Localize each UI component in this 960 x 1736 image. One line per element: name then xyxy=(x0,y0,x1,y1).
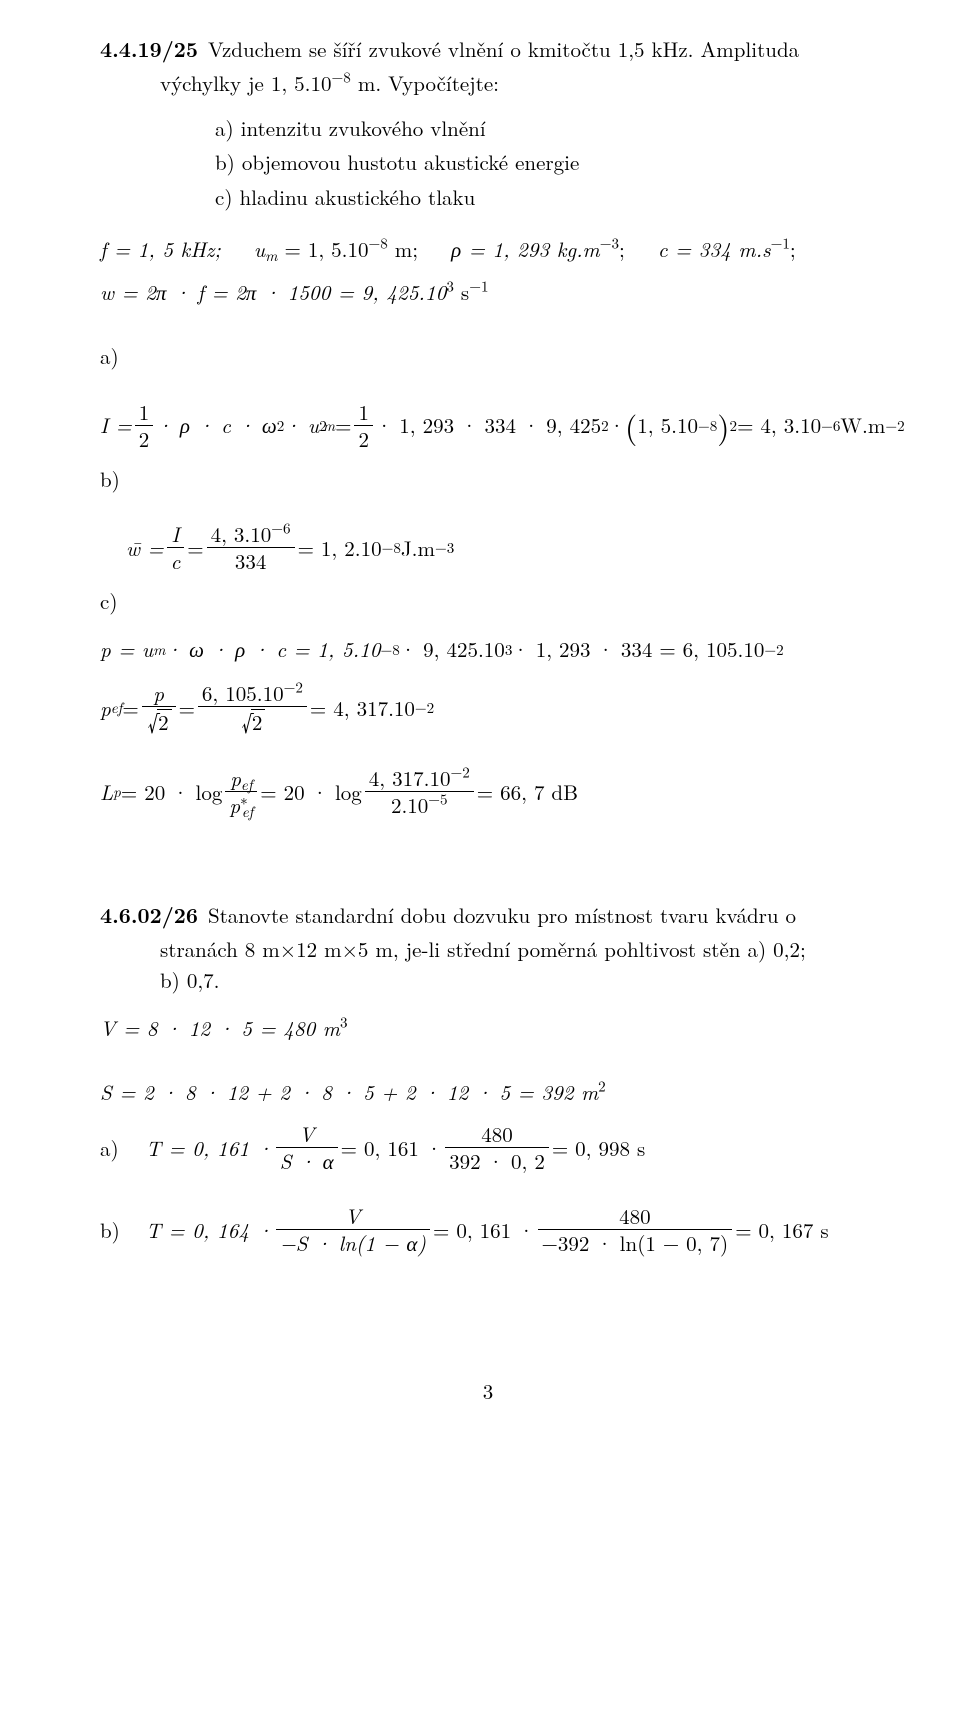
problem-1-heading: 4.4.19/25 Vzduchem se šíří zvukové vlněn… xyxy=(100,34,876,64)
surface-line: S = 2 · 8 · 12 + 2 · 8 · 5 + 2 · 12 · 5 … xyxy=(100,1077,876,1107)
fraction-pef-pefstar: pef p∗ef xyxy=(225,766,257,817)
Tb-label: b) xyxy=(100,1215,128,1245)
volume-line: V = 8 · 12 · 5 = 480 m3 xyxy=(100,1013,876,1043)
problem-1-item-c: c) hladinu akustického tlaku xyxy=(215,182,876,212)
fraction-half: 12 xyxy=(135,400,154,451)
fraction-V-Sln: V −S · ln(1 − α) xyxy=(276,1204,430,1255)
p-equation: p = um · ω · ρ · c = 1, 5.10−8 · 9, 425.… xyxy=(100,634,876,664)
Tb-equation: b) T = 0, 164 · V −S · ln(1 − α) = 0, 16… xyxy=(100,1204,876,1256)
fraction-I-c: Ic xyxy=(167,522,185,573)
fraction-480-392ln: 480 −392 · ln(1 − 0, 7) xyxy=(538,1204,733,1255)
part-b-label: b) xyxy=(100,464,876,494)
problem-2-heading: 4.6.02/26 Stanovte standardní dobu dozvu… xyxy=(100,900,876,930)
given-line: f = 1, 5 kHz; um = 1, 5.10−8 m; ρ = 1, 2… xyxy=(100,234,876,264)
pef-equation: pef = p 2 = 6, 105.10−2 2 = 4, 317.10−2 xyxy=(100,681,876,736)
Ta-label: a) xyxy=(100,1133,128,1163)
problem-1-text-line1: Vzduchem se šíří zvukové vlnění o kmitoč… xyxy=(208,34,876,64)
fraction-6105-sqrt2: 6, 105.10−2 2 xyxy=(198,681,307,736)
problem-2-text-line3: b) 0,7. xyxy=(100,965,876,995)
fraction-val-334: 4, 3.10−6 334 xyxy=(207,522,295,573)
part-a-label: a) xyxy=(100,341,876,371)
fraction-half-2: 12 xyxy=(354,400,373,451)
problem-2-text-line1: Stanovte standardní dobu dozvuku pro mís… xyxy=(208,900,876,930)
problem-1-items: a) intenzitu zvukového vlnění b) objemov… xyxy=(100,113,876,212)
Ta-equation: a) T = 0, 161 · V S · α = 0, 161 · 480 3… xyxy=(100,1122,876,1174)
problem-2-text-line2: stranách 8 m×12 m×5 m, je-li střední pom… xyxy=(100,934,876,964)
problem-2-number: 4.6.02/26 xyxy=(100,900,198,930)
problem-1-item-a: a) intenzitu zvukového vlnění xyxy=(215,113,876,143)
Lp-equation: Lp = 20 · log pef p∗ef = 20 · log 4, 317… xyxy=(100,766,876,818)
omega-line: w = 2π · f = 2π · 1500 = 9, 425.103 s−1 xyxy=(100,277,876,307)
fraction-p-sqrt2: p 2 xyxy=(142,681,176,736)
sqrt-icon: 2 xyxy=(146,708,172,736)
sqrt-icon: 2 xyxy=(239,708,265,736)
problem-1-text-line2: výchylky je 1, 5.10−8 m. Vypočítejte: xyxy=(100,68,876,98)
fraction-4317-2e5: 4, 317.10−2 2.10−5 xyxy=(365,766,474,817)
page-number: 3 xyxy=(100,1376,876,1406)
intensity-equation: I = 12 · ρ · c · ω2 · u2m = 12 · 1, 293 … xyxy=(100,400,876,452)
problem-1-number: 4.4.19/25 xyxy=(100,34,198,64)
problem-1-item-b: b) objemovou hustotu akustické energie xyxy=(215,147,876,177)
wbar-equation: w̄ = Ic = 4, 3.10−6 334 = 1, 2.10−8 J.m−… xyxy=(100,522,876,574)
fraction-480-392x02: 480 392 · 0, 2 xyxy=(445,1122,549,1173)
part-c-label: c) xyxy=(100,586,876,616)
fraction-V-Salpha: V S · α xyxy=(276,1122,338,1173)
